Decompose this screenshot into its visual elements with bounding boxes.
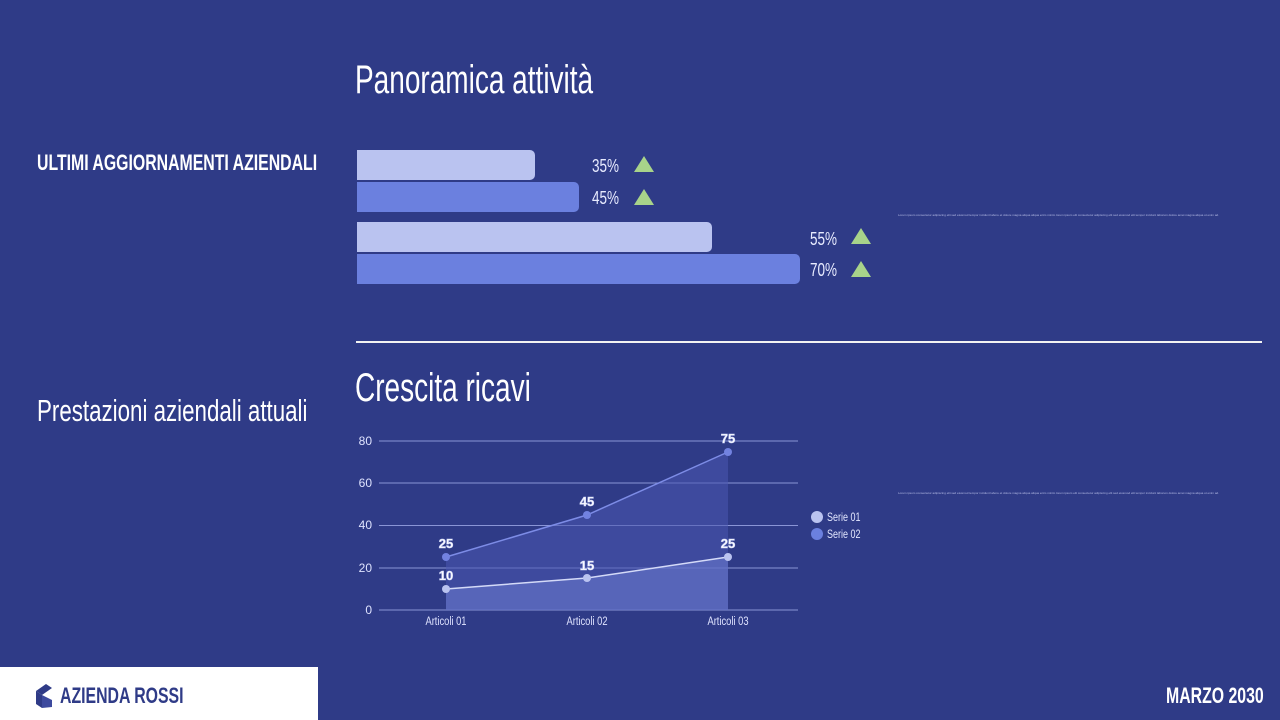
trend-up-icon: [851, 228, 871, 244]
serie-02-area: [446, 452, 728, 610]
legend-dot-icon: [811, 511, 823, 523]
legend-serie-01: Serie 01: [811, 510, 872, 524]
brand-name: AZIENDA ROSSI: [60, 683, 232, 709]
brand-logo-icon: [36, 684, 52, 708]
activity-description: Lorem ipsum consectetur adipiscing elit …: [898, 213, 1219, 217]
activity-overview-title-text: Panoramica attività: [355, 58, 594, 102]
serie-01-area: [446, 557, 728, 610]
y-axis-ticks: 80 60 40 20 0: [359, 434, 373, 617]
brand-name-text: AZIENDA ROSSI: [60, 683, 184, 708]
label-s2-1: 25: [439, 536, 453, 551]
label-s1-1: 10: [439, 568, 453, 583]
svg-text:80: 80: [359, 434, 373, 448]
svg-text:Articoli 02: Articoli 02: [566, 615, 607, 628]
svg-text:20: 20: [359, 561, 373, 575]
bar-4-value: 70%: [810, 260, 846, 281]
trend-up-icon: [634, 189, 654, 205]
section-divider: [356, 341, 1262, 343]
sub-heading: Prestazioni aziendali attuali: [37, 393, 413, 429]
revenue-description: Lorem ipsum consectetur adipiscing elit …: [898, 491, 1219, 495]
kicker-text: ULTIMI AGGIORNAMENTI AZIENDALI: [37, 150, 318, 175]
bar-4-value-text: 70%: [810, 260, 838, 280]
bar-2-value: 45%: [592, 188, 628, 209]
svg-text:40: 40: [359, 518, 373, 532]
legend-dot-icon: [811, 528, 823, 540]
brand-box: [0, 667, 318, 720]
bar-2-value-text: 45%: [592, 188, 620, 208]
bar-3: [357, 222, 712, 252]
serie-02-points: [442, 448, 732, 561]
bar-4: [357, 254, 800, 284]
bar-1-value: 35%: [592, 156, 628, 177]
trend-up-icon: [851, 261, 871, 277]
footer-date-text: MARZO 2030: [1166, 683, 1264, 708]
legend-serie-02-label: Serie 02: [827, 527, 861, 541]
section-kicker: ULTIMI AGGIORNAMENTI AZIENDALI: [37, 150, 426, 176]
chart-gridlines: [379, 440, 798, 611]
svg-text:0: 0: [365, 603, 372, 617]
label-s2-2: 45: [580, 494, 594, 509]
revenue-growth-title-text: Crescita ricavi: [355, 366, 531, 410]
x-axis-ticks: Articoli 01 Articoli 02 Articoli 03: [425, 615, 748, 628]
trend-up-icon: [634, 156, 654, 172]
label-s1-2: 15: [580, 558, 594, 573]
bar-3-value: 55%: [810, 229, 846, 250]
footer-date: MARZO 2030: [1166, 683, 1280, 709]
bar-2: [357, 182, 579, 212]
label-s1-3: 25: [721, 536, 735, 551]
serie-01-line: [445, 556, 729, 590]
revenue-growth-title: Crescita ricavi: [355, 366, 606, 411]
legend-serie-01-label: Serie 01: [827, 510, 861, 524]
legend-serie-02: Serie 02: [811, 527, 872, 541]
svg-text:Articoli 01: Articoli 01: [425, 615, 466, 628]
bar-1-value-text: 35%: [592, 156, 620, 176]
serie-02-line: [445, 451, 729, 558]
svg-text:Articoli 03: Articoli 03: [707, 615, 748, 628]
sub-heading-text: Prestazioni aziendali attuali: [37, 393, 308, 428]
svg-text:60: 60: [359, 476, 373, 490]
label-s2-3: 75: [721, 431, 735, 446]
activity-overview-title: Panoramica attività: [355, 58, 695, 103]
bar-1: [357, 150, 535, 180]
serie-01-points: [442, 553, 732, 593]
data-labels: 25 45 75 10 15 25: [438, 431, 735, 584]
bar-3-value-text: 55%: [810, 229, 838, 249]
